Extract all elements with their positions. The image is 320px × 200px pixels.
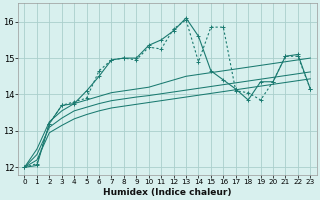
X-axis label: Humidex (Indice chaleur): Humidex (Indice chaleur): [103, 188, 232, 197]
